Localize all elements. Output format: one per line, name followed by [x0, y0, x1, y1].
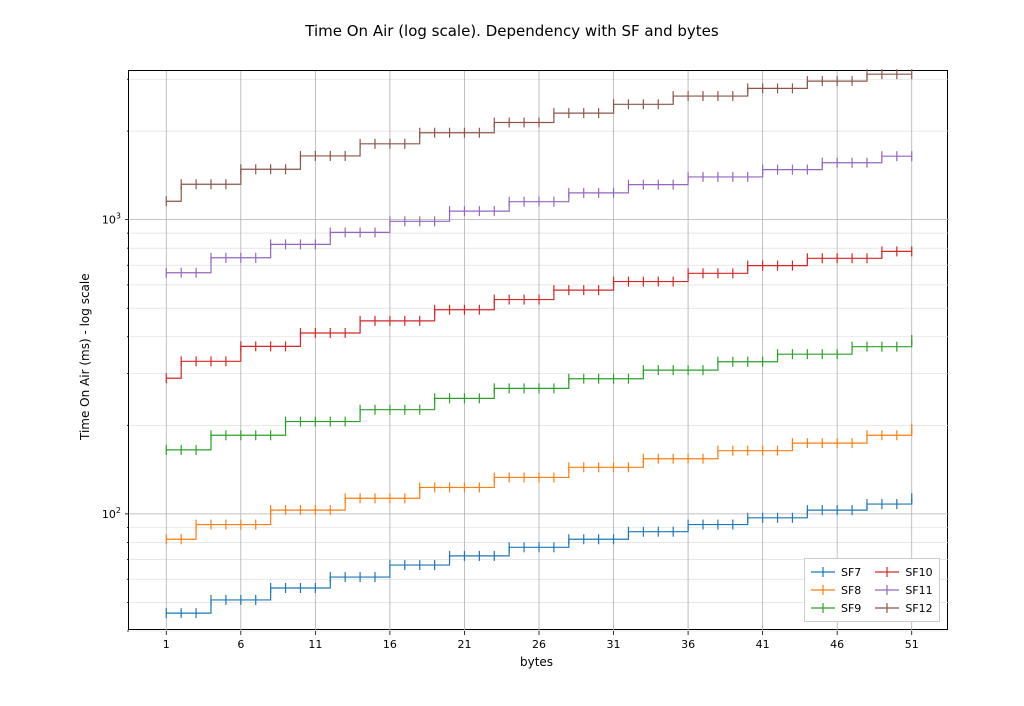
chart-title: Time On Air (log scale). Dependency with…	[0, 22, 1024, 40]
x-tick-label: 46	[830, 638, 844, 651]
legend-label: SF12	[905, 602, 932, 615]
figure: Time On Air (log scale). Dependency with…	[0, 0, 1024, 706]
x-tick-label: 26	[532, 638, 546, 651]
legend-swatch-icon	[811, 566, 835, 578]
x-tick-label: 6	[237, 638, 244, 651]
legend-label: SF9	[841, 602, 861, 615]
legend-label: SF10	[905, 566, 932, 579]
x-tick-label: 16	[383, 638, 397, 651]
legend-swatch-icon	[875, 602, 899, 614]
legend: SF7 SF8 SF9 SF10 SF11 SF12	[804, 558, 940, 622]
legend-item-SF11: SF11	[875, 581, 932, 599]
x-axis-label: bytes	[520, 655, 553, 669]
x-tick-label: 1	[163, 638, 170, 651]
legend-swatch-icon	[875, 566, 899, 578]
x-tick-label: 36	[681, 638, 695, 651]
legend-swatch-icon	[811, 584, 835, 596]
legend-label: SF7	[841, 566, 861, 579]
x-tick-label: 31	[607, 638, 621, 651]
y-tick-label: 103	[102, 212, 121, 227]
plot-area: 16111621263136414651102103	[128, 70, 948, 630]
x-tick-label: 51	[905, 638, 919, 651]
plot-svg: 16111621263136414651102103	[129, 71, 949, 631]
legend-item-SF8: SF8	[811, 581, 861, 599]
x-tick-label: 41	[756, 638, 770, 651]
legend-item-SF12: SF12	[875, 599, 932, 617]
legend-label: SF11	[905, 584, 932, 597]
x-tick-label: 21	[457, 638, 471, 651]
y-tick-label: 102	[102, 506, 121, 521]
x-tick-label: 11	[308, 638, 322, 651]
legend-item-SF9: SF9	[811, 599, 861, 617]
legend-swatch-icon	[875, 584, 899, 596]
legend-label: SF8	[841, 584, 861, 597]
y-axis-label: Time On Air (ms) - log scale	[78, 273, 92, 440]
legend-item-SF7: SF7	[811, 563, 861, 581]
legend-item-SF10: SF10	[875, 563, 932, 581]
legend-swatch-icon	[811, 602, 835, 614]
